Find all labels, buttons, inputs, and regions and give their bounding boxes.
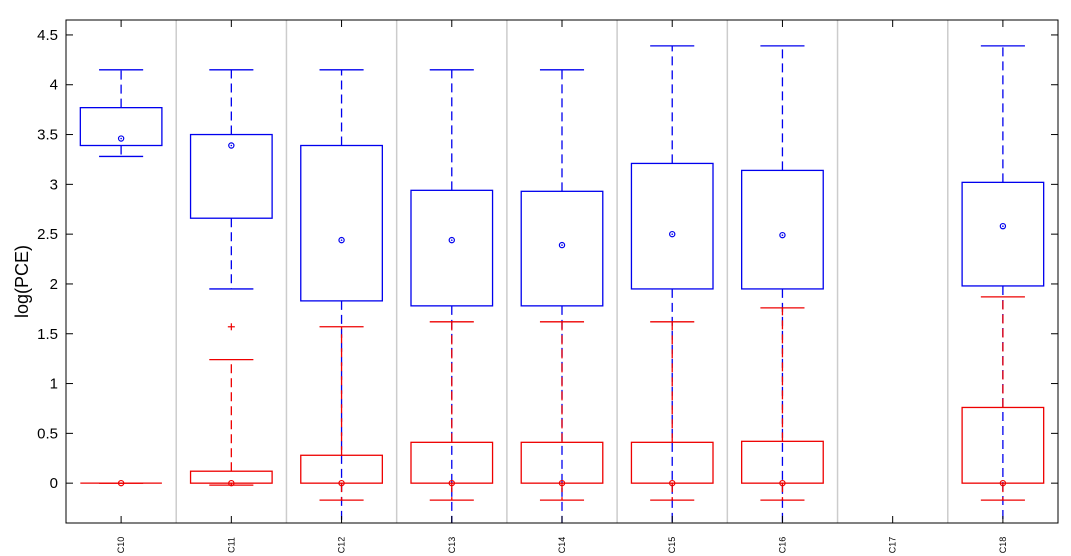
x-tick-label: C17	[888, 537, 898, 554]
x-tick-label: C18	[998, 537, 1008, 554]
mean-marker-dot	[1002, 482, 1004, 484]
mean-marker	[448, 479, 455, 487]
iqr-box	[300, 144, 383, 302]
x-tick-label: C15	[667, 537, 677, 554]
mean-marker	[228, 479, 235, 487]
y-tick-label: 2.5	[37, 226, 58, 243]
mean-marker-dot	[230, 482, 233, 484]
mean-marker-dot	[1002, 225, 1004, 227]
x-tick-label: C16	[777, 537, 787, 554]
box-plot-series	[79, 45, 1045, 523]
y-axis-title: log(PCE)	[12, 245, 32, 318]
mean-marker	[999, 479, 1007, 487]
mean-marker-dot	[671, 482, 674, 484]
mean-marker-dot	[450, 239, 453, 241]
mean-marker-dot	[561, 482, 563, 484]
mean-marker	[558, 241, 566, 249]
mean-marker	[338, 479, 345, 487]
mean-marker	[338, 236, 345, 244]
box-series-0	[79, 45, 1045, 523]
mean-marker-dot	[120, 482, 122, 484]
mean-marker-dot	[781, 482, 784, 484]
mean-marker-dot	[120, 137, 122, 140]
mean-marker-dot	[450, 482, 453, 484]
mean-marker	[558, 479, 566, 487]
mean-marker	[669, 479, 676, 487]
y-tick-label: 3.5	[37, 127, 58, 144]
box-series-1	[80, 296, 1045, 501]
mean-marker	[228, 142, 235, 149]
iqr-box	[189, 470, 273, 484]
mean-marker	[669, 230, 676, 238]
x-axis: C10 C11 C12 C13 C14 C15 C16 C17 C18	[116, 20, 1008, 553]
iqr-box	[961, 181, 1045, 287]
iqr-box	[741, 169, 824, 290]
y-tick-label: 1	[50, 376, 58, 393]
y-tick-label: 4.5	[37, 27, 58, 44]
y-tick-label: 4	[50, 77, 58, 94]
group-separators	[175, 20, 949, 523]
outlier-marker	[227, 323, 235, 331]
iqr-box	[189, 133, 273, 219]
iqr-box	[520, 190, 604, 307]
mean-marker-dot	[340, 482, 343, 484]
y-tick-label: 2	[50, 276, 58, 293]
mean-marker	[779, 479, 786, 487]
mean-marker	[779, 231, 786, 239]
x-tick-label: C14	[557, 537, 567, 554]
mean-marker-dot	[340, 239, 343, 241]
mean-marker-dot	[561, 244, 563, 246]
mean-marker-dot	[781, 234, 784, 236]
y-tick-label: 3	[50, 176, 58, 193]
y-tick-label: 0.5	[37, 425, 58, 442]
mean-marker	[999, 222, 1007, 230]
x-tick-label: C12	[337, 537, 347, 554]
x-tick-label: C13	[447, 537, 457, 554]
x-tick-label: C10	[116, 537, 126, 554]
iqr-box	[410, 189, 494, 307]
mean-marker	[117, 479, 125, 487]
y-tick-label: 0	[50, 475, 58, 492]
x-tick-label: C11	[226, 537, 236, 553]
mean-marker-dot	[230, 144, 233, 147]
iqr-box	[79, 107, 163, 147]
mean-marker	[448, 236, 455, 244]
mean-marker	[117, 135, 125, 142]
mean-marker-dot	[671, 233, 674, 235]
y-axis: 0 0.5 1 1.5 2 2.5 3 3.5 4 4.5	[37, 27, 1058, 492]
iqr-box	[630, 162, 714, 290]
y-tick-label: 1.5	[37, 326, 58, 343]
